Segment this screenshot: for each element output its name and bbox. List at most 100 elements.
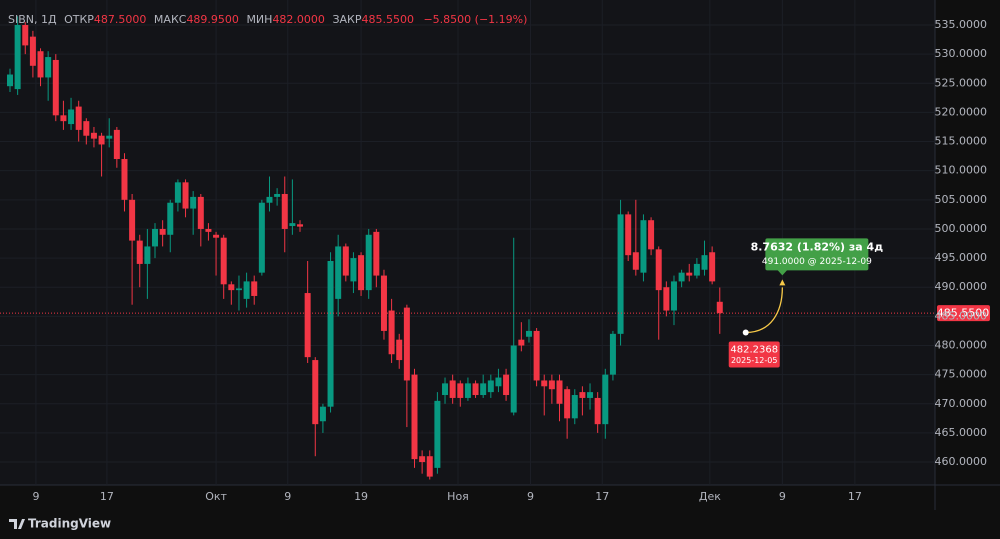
candle-body [182,182,189,209]
x-tick-label: 17 [595,490,609,503]
candle-body [90,132,97,139]
candle-body [670,281,677,311]
y-tick-label: 520.0000 [935,105,988,118]
candle-body [442,383,449,396]
candle-body [174,182,181,203]
candle-body [449,380,456,398]
brand: TradingView [28,517,111,531]
candle-body [167,202,174,235]
y-tick-label: 495.0000 [935,251,988,264]
candle-body [556,380,563,404]
candle-body [205,228,212,232]
candle-body [60,115,67,122]
symbol: SIBN, 1Д [8,13,57,26]
candle-body [106,135,113,139]
projection-box-pointer [777,269,788,276]
x-tick-label: 9 [779,490,786,503]
change: −5.8500 (−1.19%) [423,13,527,26]
candle-body [503,374,510,396]
open-value: 487.5000 [94,13,147,26]
candle-body [625,214,632,256]
candle-body [426,456,433,477]
candle-body [403,307,410,381]
candle-body [83,121,90,136]
x-tick-label: Дек [699,490,721,503]
y-tick-label: 525.0000 [935,76,988,89]
y-tick-label: 480.0000 [935,338,988,351]
candle-body [319,406,326,422]
candle-body [678,272,685,282]
candle-body [98,135,105,145]
legend-header: SIBN, 1Д ОТКР487.5000 МАКС489.9500 МИН48… [8,13,527,26]
candle-body [190,196,197,209]
y-tick-label: 475.0000 [935,368,988,381]
candle-body [434,400,441,468]
candle-body [464,383,471,398]
y-tick-label: 510.0000 [935,164,988,177]
y-tick-label: 465.0000 [935,426,988,439]
candle-body [701,255,708,270]
candle-body [388,310,395,355]
candle-body [541,380,548,387]
candle-body [533,330,540,381]
candle-body [716,301,723,314]
candle-body [29,36,36,66]
candle-body [197,196,204,229]
candle-body [587,392,594,398]
y-tick-label: 515.0000 [935,135,988,148]
candle-body [6,74,13,87]
candle-body [373,231,380,276]
candle-body [52,59,59,116]
candle-body [640,220,647,273]
projection-box [765,238,869,271]
candle-body [579,392,586,398]
candle-body [22,24,29,46]
candle-body [632,252,639,270]
candle-body [602,374,609,425]
y-tick-label: 535.0000 [935,18,988,31]
candle-body [419,456,426,463]
candle-body [342,246,349,276]
grid [0,0,935,485]
candle-body [136,240,143,264]
projection-from-box [728,341,780,368]
candle-body [495,377,502,387]
projection-target: 491.0000 @ 2025-12-09 [762,257,872,267]
projection-arrow [779,279,786,286]
candle-body [45,57,52,78]
low-label: МИН [246,13,272,26]
low-value: 482.0000 [272,13,325,26]
candle-body [380,275,387,331]
y-tick-label: 490.0000 [935,280,988,293]
candle-body [281,193,288,229]
x-tick-label: Ноя [447,490,469,503]
x-tick-label: 9 [284,490,291,503]
candle-body [312,360,319,425]
candle-body [693,263,700,276]
high-label: МАКС [154,13,187,26]
brand-logo[interactable]: TradingView [9,517,111,531]
candle-body [266,196,273,203]
candle-body [113,129,120,160]
candle-body [365,234,372,291]
x-tick-label: 19 [354,490,368,503]
candle-body [251,281,258,296]
last-price-tag [937,305,990,322]
y-tick-label: 470.0000 [935,397,988,410]
candle-body [564,389,571,419]
y-tick-label: 505.0000 [935,193,988,206]
x-tick-label: 17 [848,490,862,503]
x-tick-label: 9 [32,490,39,503]
candle-body [121,159,128,200]
candle-body [235,288,242,291]
candle-body [617,214,624,334]
candle-body [274,193,281,197]
candle-body [548,380,555,390]
close-value: 485.5500 [361,13,414,26]
candle-body [655,249,662,291]
candle-body [159,228,166,235]
candle-body [129,199,136,241]
projection-change: 8.7632 (1.82%) за 4д [751,240,884,253]
y-tick-label: 485.0000 [935,309,988,322]
y-tick-label: 460.0000 [935,455,988,468]
